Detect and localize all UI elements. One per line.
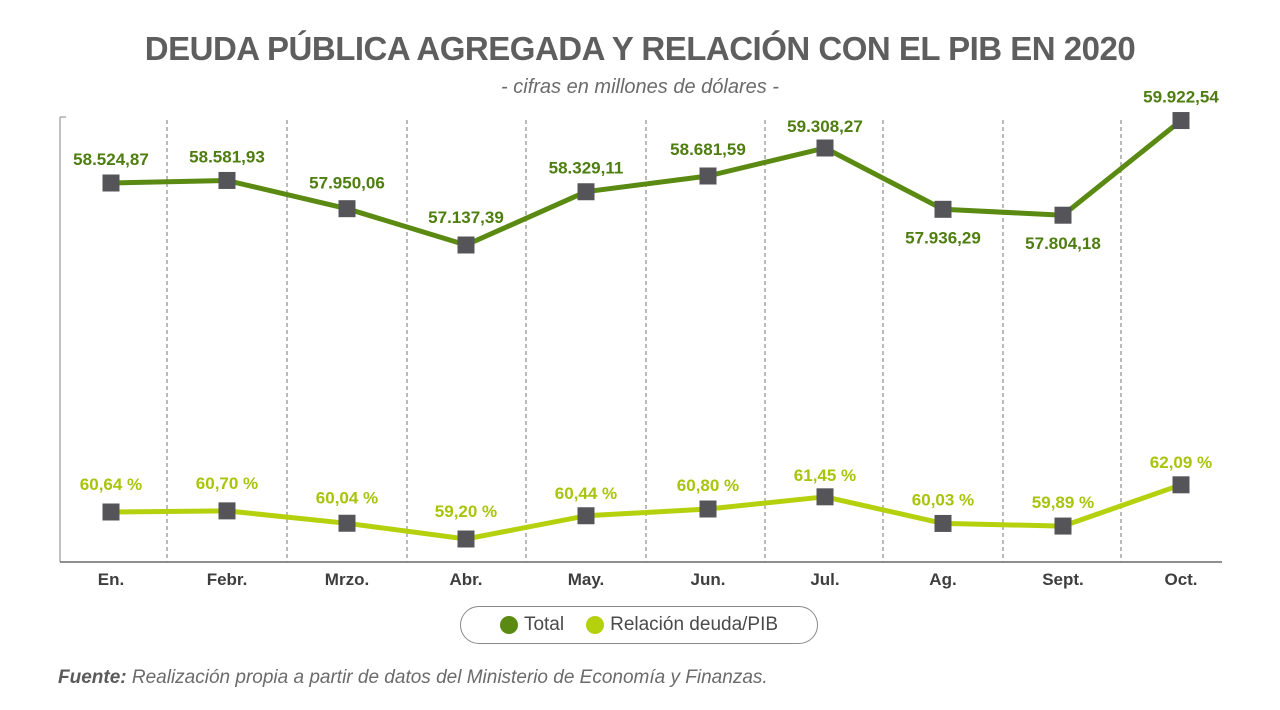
data-label: 60,80 % bbox=[677, 476, 739, 495]
source-text: Realización propia a partir de datos del… bbox=[126, 667, 768, 688]
x-tick-label: Mrzo. bbox=[325, 570, 369, 589]
source-note: Fuente: Realización propia a partir de d… bbox=[58, 667, 768, 689]
legend-label-ratio: Relación deuda/PIB bbox=[610, 614, 779, 635]
data-label: 58.524,87 bbox=[73, 150, 149, 169]
x-tick-label: Febr. bbox=[207, 570, 248, 589]
chart-subtitle: - cifras en millones de dólares - bbox=[501, 76, 779, 98]
data-label: 57.804,18 bbox=[1025, 234, 1101, 253]
data-label: 59,20 % bbox=[435, 502, 497, 521]
source-label: Fuente: bbox=[58, 667, 127, 688]
series-line-ratio bbox=[108, 482, 1184, 542]
data-point-marker bbox=[457, 530, 475, 548]
line-chart: En. Febr. Mrzo. Abr. May. Jun. Jul. Ag. Sept. Oct… bbox=[59, 88, 1222, 589]
series-line-total bbox=[108, 118, 1184, 248]
x-tick-label: May. bbox=[568, 570, 605, 589]
data-point-marker bbox=[338, 514, 356, 532]
legend-item-ratio: Relación deuda/PIB bbox=[586, 614, 778, 636]
data-label: 58.581,93 bbox=[189, 147, 265, 166]
data-label: 61,45 % bbox=[794, 466, 856, 485]
data-point-marker bbox=[218, 502, 236, 520]
data-point-marker bbox=[699, 167, 717, 185]
chart-legend: Total Relación deuda/PIB bbox=[460, 606, 818, 644]
data-point-marker bbox=[457, 236, 475, 254]
x-tick-label: En. bbox=[98, 570, 124, 589]
x-tick-label: Oct. bbox=[1164, 570, 1197, 589]
data-point-marker bbox=[218, 171, 236, 189]
data-label: 58.681,59 bbox=[670, 140, 746, 159]
data-label: 60,70 % bbox=[196, 474, 258, 493]
data-label: 60,44 % bbox=[555, 484, 617, 503]
x-tick-label: Jun. bbox=[691, 570, 726, 589]
x-tick-label: Abr. bbox=[449, 570, 482, 589]
data-label: 57.936,29 bbox=[905, 228, 981, 247]
data-point-marker bbox=[1054, 206, 1072, 224]
x-tick-label: Ag. bbox=[929, 570, 956, 589]
x-tick-label: Jul. bbox=[810, 570, 839, 589]
data-point-marker bbox=[1054, 517, 1072, 535]
legend-label-total: Total bbox=[523, 614, 565, 635]
data-label: 59.308,27 bbox=[787, 117, 863, 136]
data-point-marker bbox=[102, 503, 120, 521]
data-point-marker bbox=[934, 514, 952, 532]
x-tick-label: Sept. bbox=[1042, 570, 1084, 589]
data-point-marker bbox=[577, 183, 595, 201]
data-label: 58.329,11 bbox=[549, 159, 624, 178]
data-point-marker bbox=[699, 500, 717, 518]
data-label: 62,09 % bbox=[1150, 453, 1212, 472]
data-point-marker bbox=[102, 174, 120, 192]
data-label: 57.950,06 bbox=[309, 174, 385, 193]
chart-title: DEUDA PÚBLICA AGREGADA Y RELACIÓN CON EL… bbox=[144, 30, 1136, 67]
data-label: 60,64 % bbox=[80, 475, 142, 494]
data-point-marker bbox=[338, 200, 356, 218]
data-point-marker bbox=[816, 139, 834, 157]
data-label: 57.137,39 bbox=[428, 208, 504, 227]
data-label: 60,03 % bbox=[912, 490, 974, 509]
data-label: 60,04 % bbox=[316, 488, 378, 507]
data-point-marker bbox=[1172, 112, 1190, 130]
data-point-marker bbox=[1172, 476, 1190, 494]
data-point-marker bbox=[577, 507, 595, 525]
legend-swatch-ratio bbox=[586, 616, 605, 634]
legend-item-total: Total bbox=[499, 614, 565, 636]
data-label: 59,89 % bbox=[1032, 493, 1094, 512]
legend-swatch-total bbox=[499, 616, 518, 634]
data-point-marker bbox=[816, 488, 834, 506]
data-label: 59.922,54 bbox=[1143, 88, 1219, 107]
data-point-marker bbox=[934, 200, 952, 218]
